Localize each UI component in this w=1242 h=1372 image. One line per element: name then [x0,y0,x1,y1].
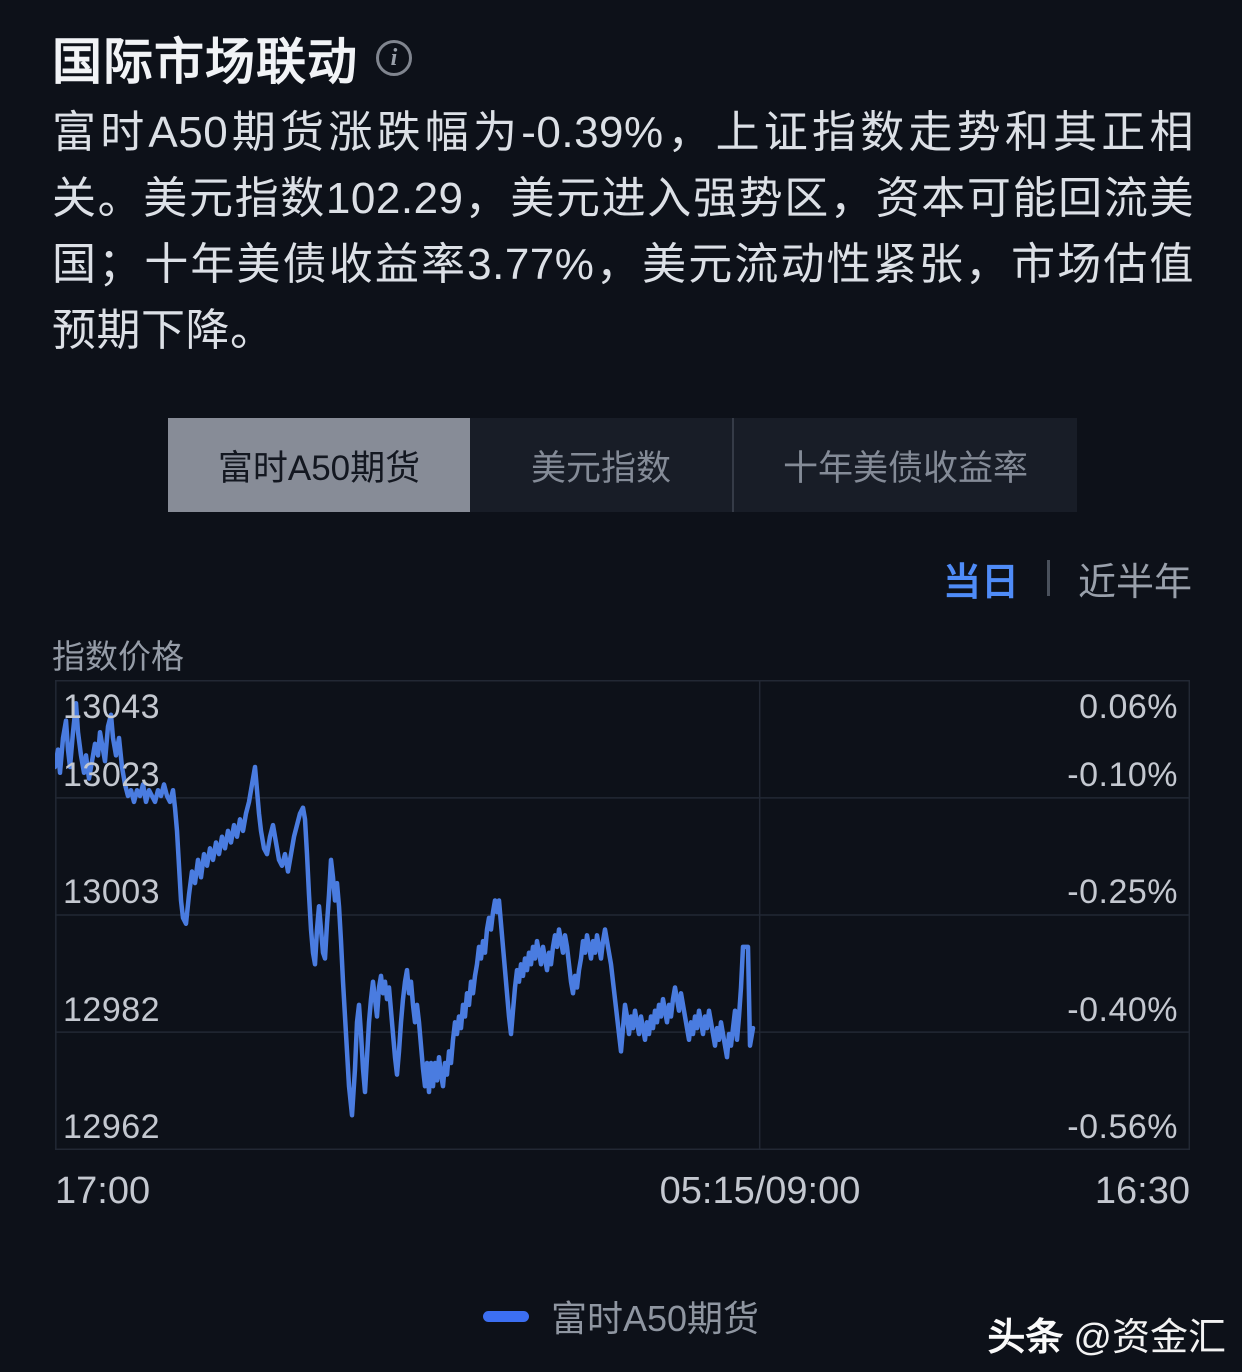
price-line-svg [55,680,1190,1150]
y-tick-right: -0.40% [1067,990,1178,1029]
watermark-brand: 头条 [987,1317,1064,1359]
y-tick-right: -0.56% [1067,1108,1178,1146]
legend-line-marker [482,1310,529,1322]
x-tick-start: 17:00 [55,1170,151,1212]
watermark-handle: @资金汇 [1073,1317,1226,1359]
page-title: 国际市场联动 [52,34,358,90]
y-axis-title: 指数价格 [52,638,184,675]
range-option-intraday[interactable]: 当日 [942,561,1019,604]
y-tick-left: 13003 [63,873,161,911]
y-tick-right: 0.06% [1079,688,1178,726]
y-tick-left: 12982 [63,990,161,1029]
watermark: 头条 @资金汇 [987,1306,1226,1361]
market-summary-text: 富时A50期货涨跌幅为-0.39%，上证指数走势和其正相关。美元指数102.29… [52,108,1194,355]
range-option-half-year[interactable]: 近半年 [1077,561,1192,604]
y-tick-right: -0.25% [1067,873,1178,911]
x-axis-labels: 17:00 05:15/09:00 16:30 [55,1170,1190,1214]
y-tick-left: 13023 [63,755,161,794]
y-tick-right: -0.10% [1067,755,1178,794]
chart-legend: 富时A50期货 [0,1290,1242,1342]
panel-header: 国际市场联动 i [52,22,412,94]
legend-series-label: 富时A50期货 [550,1298,760,1339]
time-range-switcher: 当日 近半年 [0,552,1242,604]
tab-a50-futures[interactable]: 富时A50期货 [168,418,470,512]
info-icon[interactable]: i [376,40,412,76]
y-tick-left: 12962 [63,1108,161,1146]
x-tick-end: 16:30 [1094,1170,1190,1212]
range-divider [1046,560,1050,596]
x-tick-session-divider: 05:15/09:00 [659,1170,861,1212]
plot-area[interactable]: 13043 13023 13003 12982 12962 0.06% -0.10% -0.2… [55,680,1190,1150]
instrument-tab-bar: 富时A50期货 美元指数 十年美债收益率 [168,418,1077,512]
tab-us10y-yield[interactable]: 十年美债收益率 [732,418,1077,512]
y-tick-left: 13043 [63,688,161,726]
tab-usd-index[interactable]: 美元指数 [530,448,671,488]
